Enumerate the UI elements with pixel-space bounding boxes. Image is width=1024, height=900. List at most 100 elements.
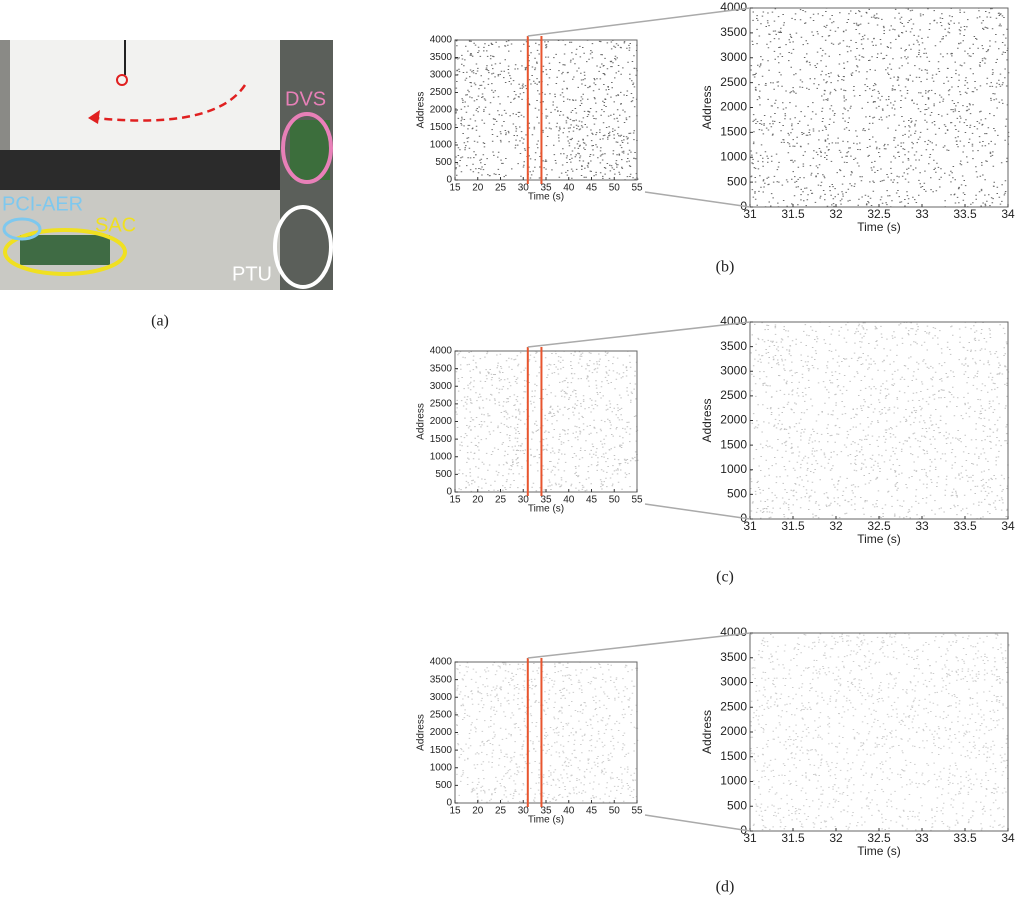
event-texture [455, 661, 639, 804]
y-tick-label: 2000 [430, 727, 453, 738]
y-tick-label: 1500 [430, 434, 453, 445]
y-tick-label: 4000 [430, 35, 453, 46]
dvs-ring [281, 112, 333, 184]
caption: (c) [716, 569, 734, 586]
photo: DVS PCI-AER SAC PTU (a) [0, 40, 333, 330]
x-tick-label: 32 [829, 207, 843, 221]
x-tick-label: 33.5 [953, 207, 977, 221]
x-tick-label: 25 [495, 495, 507, 506]
x-axis-label: Time (s) [528, 815, 564, 826]
y-axis-label: Address [700, 398, 714, 442]
y-tick-label: 2500 [720, 699, 747, 713]
y-tick-label: 3000 [430, 381, 453, 392]
arrow-head [88, 110, 100, 124]
paper-screen [10, 40, 280, 150]
x-tick-label: 33.5 [953, 831, 977, 845]
x-tick-label: 34 [1001, 519, 1015, 533]
x-tick-label: 40 [563, 495, 575, 506]
x-tick-label: 31 [743, 207, 757, 221]
y-axis-label: Address [416, 403, 427, 440]
event-texture [455, 39, 639, 181]
y-tick-label: 4000 [430, 657, 453, 668]
x-tick-label: 30 [518, 183, 530, 194]
y-tick-label: 500 [727, 798, 747, 812]
plot-frame [454, 39, 638, 181]
x-tick-label: 20 [472, 806, 484, 817]
y-tick-label: 1000 [430, 451, 453, 462]
y-tick-label: 2000 [430, 105, 453, 116]
y-tick-label: 1000 [430, 762, 453, 773]
x-tick-label: 50 [609, 495, 621, 506]
x-tick-label: 40 [563, 806, 575, 817]
y-axis-label: Address [700, 710, 714, 754]
y-tick-label: 4000 [720, 625, 747, 639]
y-tick-label: 500 [727, 487, 747, 501]
y-tick-label: 1500 [720, 125, 747, 139]
x-tick-label: 32.5 [867, 207, 891, 221]
y-tick-label: 2500 [720, 388, 747, 402]
x-tick-label: 50 [609, 183, 621, 194]
y-axis-label: Address [700, 85, 714, 129]
x-axis-label: Time (s) [857, 220, 901, 234]
y-tick-label: 1000 [720, 149, 747, 163]
x-tick-label: 31.5 [781, 831, 805, 845]
ptu-ring [273, 205, 333, 289]
y-tick-label: 1500 [720, 437, 747, 451]
sac-ring [3, 228, 127, 276]
event-texture [750, 7, 1010, 208]
y-tick-label: 2500 [430, 87, 453, 98]
x-tick-label: 15 [449, 806, 461, 817]
x-tick-label: 55 [631, 183, 643, 194]
caption: (a) [151, 313, 169, 330]
photo-label: PCI-AER [2, 193, 83, 215]
sac-board [20, 235, 110, 265]
y-tick-label: 1500 [430, 122, 453, 133]
zoom-connector [644, 191, 751, 208]
y-tick-label: 4000 [720, 0, 747, 14]
stimulus-marker [116, 74, 128, 86]
x-tick-label: 34 [1001, 207, 1015, 221]
x-tick-label: 25 [495, 806, 507, 817]
y-tick-label: 2000 [720, 100, 747, 114]
zoom-connector [527, 321, 751, 348]
zoom-connector [644, 503, 751, 520]
y-tick-label: 2000 [720, 413, 747, 427]
x-axis-label: Time (s) [528, 504, 564, 515]
x-tick-label: 20 [472, 183, 484, 194]
x-tick-label: 31 [743, 831, 757, 845]
x-tick-label: 33 [915, 831, 929, 845]
x-tick-label: 32 [829, 831, 843, 845]
y-tick-label: 2500 [720, 75, 747, 89]
event-texture [455, 350, 639, 493]
y-tick-label: 500 [435, 157, 452, 168]
event-texture [750, 321, 1010, 520]
y-tick-label: 1000 [720, 462, 747, 476]
x-tick-label: 31 [743, 519, 757, 533]
x-tick-label: 30 [518, 806, 530, 817]
x-tick-label: 31.5 [781, 207, 805, 221]
y-tick-label: 3000 [430, 70, 453, 81]
x-tick-label: 30 [518, 495, 530, 506]
y-tick-label: 500 [435, 469, 452, 480]
x-tick-label: 33 [915, 207, 929, 221]
y-tick-label: 3500 [430, 52, 453, 63]
y-tick-label: 3000 [720, 675, 747, 689]
x-axis-label: Time (s) [857, 844, 901, 858]
motion-arrow [94, 84, 247, 122]
y-tick-label: 0 [446, 175, 452, 186]
x-tick-label: 35 [540, 806, 552, 817]
x-tick-label: 35 [540, 495, 552, 506]
y-tick-label: 3000 [720, 50, 747, 64]
y-tick-label: 500 [435, 780, 452, 791]
x-tick-label: 55 [631, 806, 643, 817]
photo-label: DVS [285, 88, 326, 110]
pci-aer-ring [2, 217, 42, 241]
event-texture [750, 632, 1010, 832]
x-tick-label: 15 [449, 183, 461, 194]
x-tick-label: 31.5 [781, 519, 805, 533]
monitor [0, 150, 280, 190]
x-axis-label: Time (s) [528, 192, 564, 203]
photo-label: PTU [232, 263, 272, 285]
x-tick-label: 32.5 [867, 831, 891, 845]
